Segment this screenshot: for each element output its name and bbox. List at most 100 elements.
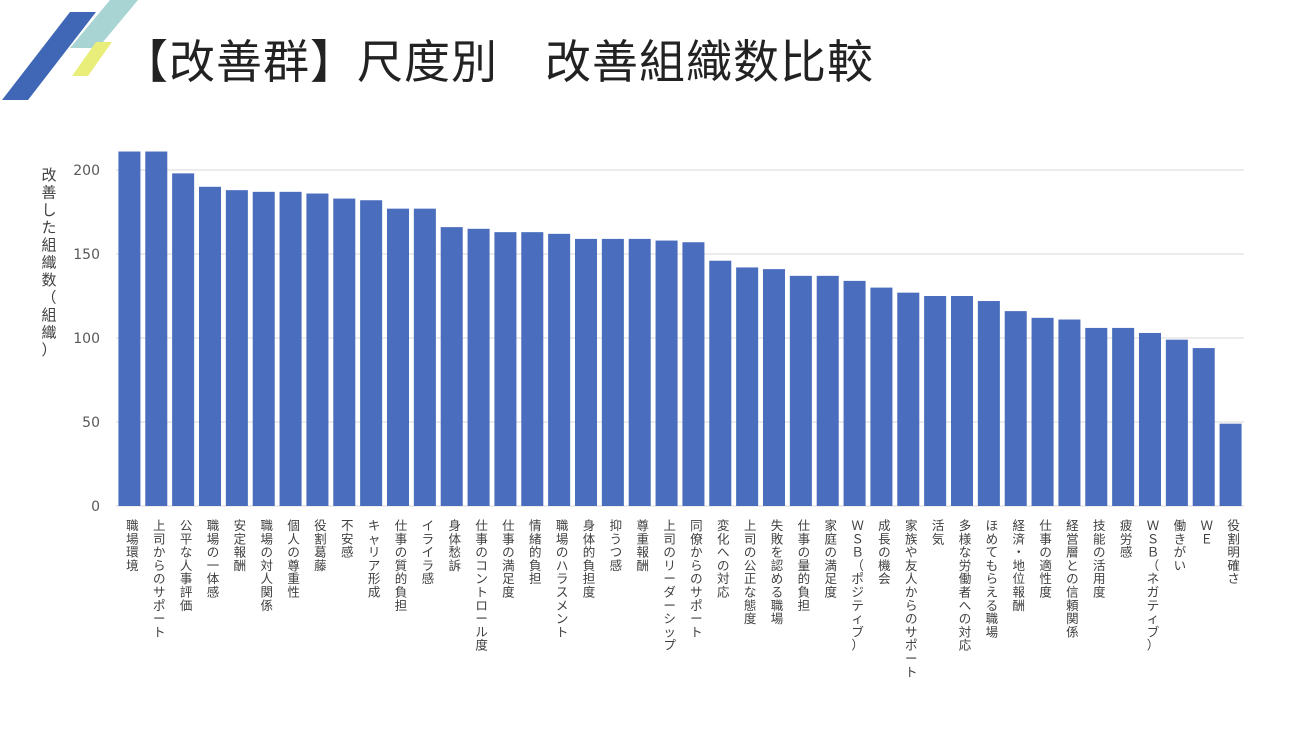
bar-29 xyxy=(897,292,920,506)
bar-39 xyxy=(1165,339,1188,506)
bar-27 xyxy=(843,280,866,506)
bar-10 xyxy=(386,208,410,506)
bar-20 xyxy=(655,240,678,506)
category-label: キャリア形成 xyxy=(368,518,381,600)
category-label: 身体的負担度 xyxy=(583,518,596,600)
category-label: 同僚からのサポート xyxy=(690,518,703,639)
bar-32 xyxy=(977,301,1000,506)
category-label: ＷＥ xyxy=(1200,518,1213,546)
category-label: 職場環境 xyxy=(126,518,139,573)
bar-6 xyxy=(279,191,302,506)
category-label: 仕事の満足度 xyxy=(502,518,515,600)
y-tick-label: 150 xyxy=(73,247,100,263)
grid-lines xyxy=(116,169,1244,507)
bar-14 xyxy=(494,232,517,506)
bar-7 xyxy=(306,193,329,506)
category-label: 役割葛藤 xyxy=(314,518,327,573)
category-label: 経営層との信頼関係 xyxy=(1066,518,1079,639)
y-tick-label: 200 xyxy=(73,163,100,179)
bar-15 xyxy=(521,232,544,506)
category-label: 尊重報酬 xyxy=(636,518,649,573)
bar-31 xyxy=(950,296,974,506)
bar-24 xyxy=(762,269,786,506)
category-label: イライラ感 xyxy=(422,518,435,586)
category-label: 多様な労働者への対応 xyxy=(959,518,972,653)
bar-0 xyxy=(118,151,141,506)
category-label: 上司の公正な態度 xyxy=(744,518,757,626)
bar-19 xyxy=(628,238,651,506)
bar-36 xyxy=(1085,327,1108,506)
category-label: 仕事のコントロール度 xyxy=(475,518,488,653)
category-label: 職場の一体感 xyxy=(207,518,220,600)
category-label: 不安感 xyxy=(341,518,354,560)
bar-34 xyxy=(1031,317,1054,506)
bar-37 xyxy=(1112,327,1135,506)
bar-38 xyxy=(1138,332,1162,506)
bar-41 xyxy=(1219,423,1242,506)
title-decoration xyxy=(2,0,138,100)
category-label: 安定報酬 xyxy=(234,518,247,573)
bar-18 xyxy=(601,238,624,506)
category-label: 上司からのサポート xyxy=(153,518,166,639)
category-label: 役割明確さ xyxy=(1227,518,1240,586)
bar-22 xyxy=(709,260,732,506)
category-label: 公平な人事評価 xyxy=(180,518,193,613)
deco-blue-stripe xyxy=(2,12,96,100)
category-label: 職場のハラスメント xyxy=(556,518,569,639)
bar-25 xyxy=(789,275,812,506)
category-label: 上司のリーダーシップ xyxy=(663,518,676,653)
category-label: 身体愁訴 xyxy=(448,518,461,573)
category-label: 変化への対応 xyxy=(717,518,730,600)
deco-teal-stripe xyxy=(70,0,138,48)
category-label: 個人の尊重性 xyxy=(287,518,300,600)
category-label: 失敗を認める職場 xyxy=(771,518,784,626)
category-label: 抑うつ感 xyxy=(610,518,623,573)
category-label: 働きがい xyxy=(1174,518,1187,573)
slide-title: 【改善群】尺度別 改善組織数比較 xyxy=(122,35,874,89)
category-label: 家庭の満足度 xyxy=(824,518,837,600)
category-label: 仕事の質的負担 xyxy=(395,518,408,613)
category-label: 活気 xyxy=(932,518,945,546)
bar-33 xyxy=(1004,311,1027,506)
y-axis-label: 改善した組織数（組織） xyxy=(41,166,56,359)
bar-26 xyxy=(816,275,839,506)
bar-28 xyxy=(870,287,893,506)
category-label: 職場の対人関係 xyxy=(260,518,273,613)
category-label: 仕事の量的負担 xyxy=(798,518,811,613)
y-axis-ticks: 0 50 100 150 200 xyxy=(73,163,100,515)
bar-13 xyxy=(467,228,490,507)
y-axis-title: 改善した組織数（組織） xyxy=(41,166,56,359)
bar-3 xyxy=(198,186,222,507)
category-label: ほめてもらえる職場 xyxy=(986,518,999,639)
y-tick-label: 100 xyxy=(73,331,100,347)
category-label: 家族や友人からのサポート xyxy=(905,518,918,679)
bar-23 xyxy=(736,267,759,506)
bar-5 xyxy=(252,191,275,506)
bar-9 xyxy=(360,200,383,507)
category-label: ＷＳＢ（ポジティブ） xyxy=(851,518,864,653)
bar-35 xyxy=(1058,319,1081,506)
bar-30 xyxy=(924,296,947,506)
bar-21 xyxy=(682,242,705,507)
bar-12 xyxy=(440,227,463,506)
category-label: ＷＳＢ（ネガティブ） xyxy=(1147,518,1160,653)
bar-4 xyxy=(225,190,248,506)
bar-16 xyxy=(548,233,571,506)
category-label: 仕事の適性度 xyxy=(1039,518,1052,600)
bar-2 xyxy=(172,173,195,507)
bar-11 xyxy=(413,208,436,506)
bar-40 xyxy=(1192,348,1215,506)
bars xyxy=(118,151,1242,507)
y-tick-label: 0 xyxy=(91,499,100,515)
category-label: 技能の活用度 xyxy=(1093,518,1106,600)
bar-1 xyxy=(145,151,168,506)
bar-17 xyxy=(574,238,598,506)
category-label: 疲労感 xyxy=(1120,518,1133,560)
bar-8 xyxy=(333,198,356,506)
deco-yellow-stripe xyxy=(72,42,112,76)
category-label: 経済・地位報酬 xyxy=(1012,518,1025,613)
category-label: 成長の機会 xyxy=(878,518,891,586)
y-tick-label: 50 xyxy=(82,415,100,431)
